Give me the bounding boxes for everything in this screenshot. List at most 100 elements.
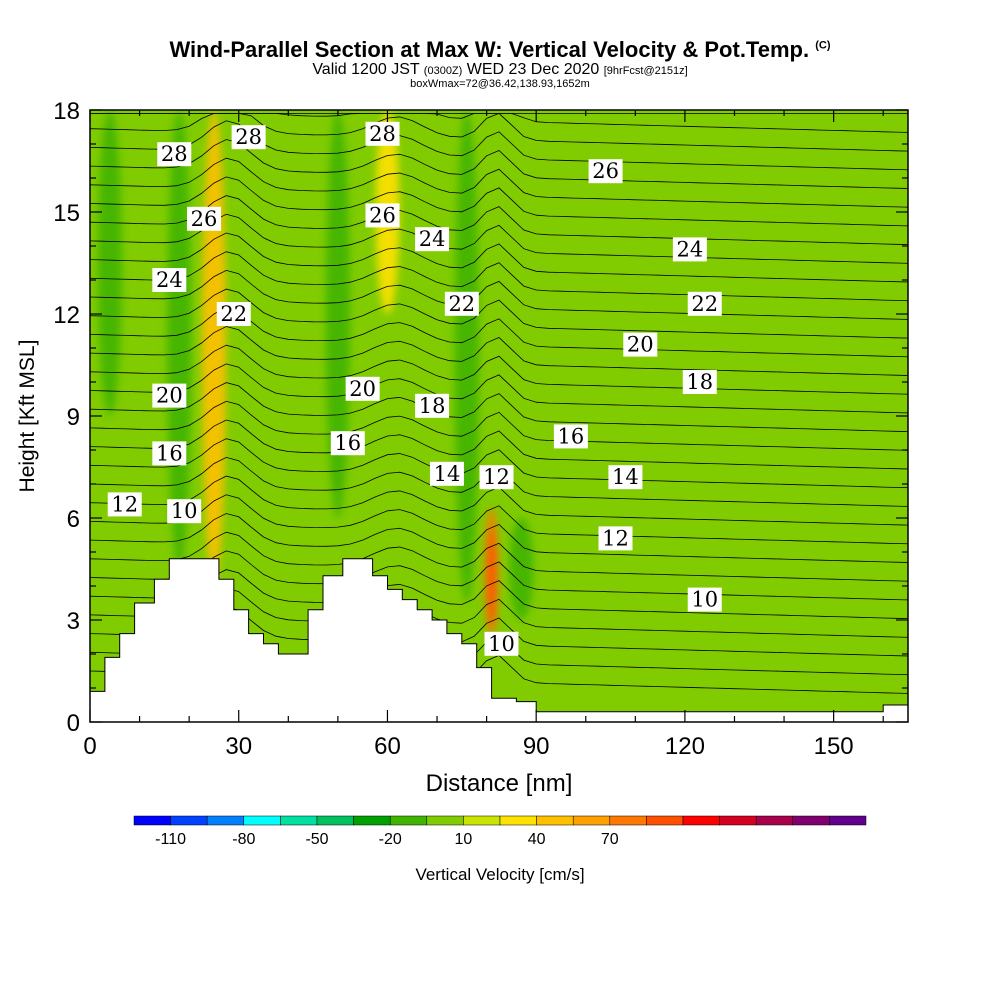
- contour-label-box: [429, 461, 464, 486]
- theta-contour: [90, 139, 908, 189]
- x-tick-label: 30: [225, 733, 252, 760]
- contour-label-box: [152, 268, 187, 292]
- velocity-core: [487, 528, 496, 629]
- y-tick-label: 9: [67, 404, 80, 431]
- theta-contour: [90, 176, 908, 227]
- colorbar-swatch: [755, 815, 794, 826]
- colorbar-swatch: [792, 815, 830, 826]
- colorbar-swatch: [133, 815, 171, 826]
- velocity-feature: [201, 110, 226, 586]
- box-wmax-line: boxWmax=72@36.42,138.93,1652m: [410, 78, 590, 90]
- contour-label: 16: [156, 441, 183, 465]
- contour-label-box: [107, 492, 142, 517]
- theta-contour: [90, 251, 908, 302]
- contour-label-box: [231, 125, 266, 150]
- theta-contour: [90, 494, 908, 545]
- colorbar-tick-label: 10: [455, 831, 473, 848]
- theta-contour: [90, 120, 908, 171]
- contour-label: 12: [483, 465, 510, 489]
- contour-label-box: [365, 203, 400, 228]
- colorbar-label: Vertical Velocity [cm/s]: [415, 865, 584, 884]
- theta-contour: [90, 438, 908, 489]
- contour-label-box: [415, 227, 450, 252]
- contour-label-box: [167, 499, 202, 524]
- contour-label: 14: [434, 462, 461, 486]
- colorbar-swatch: [572, 815, 611, 826]
- colorbar-swatch: [463, 815, 501, 826]
- colorbar-swatch: [719, 815, 757, 826]
- colorbar-swatch: [536, 815, 574, 826]
- contour-label-box: [415, 393, 450, 418]
- colorbar-swatch: [316, 815, 354, 826]
- colorbar-tick-label: -80: [232, 831, 255, 848]
- theta-contour: [90, 419, 908, 470]
- contour-label-box: [588, 159, 623, 184]
- colorbar-swatch: [499, 815, 537, 826]
- theta-contour: [90, 550, 908, 601]
- contour-label: 22: [691, 292, 718, 316]
- contour-label-box: [553, 424, 588, 449]
- chart-title: Wind-Parallel Section at Max W: Vertical…: [169, 37, 831, 62]
- contour-label-box: [682, 370, 717, 394]
- colorbar-swatch: [426, 815, 464, 826]
- colorbar-swatch: [646, 815, 684, 826]
- contour-label-box: [187, 206, 222, 231]
- contour-label: 28: [369, 122, 396, 146]
- contour-label: 14: [612, 465, 639, 489]
- contour-label: 24: [156, 268, 183, 292]
- theta-contour: [90, 400, 908, 451]
- colorbar-tick-label: 70: [601, 831, 619, 848]
- contour-label: 16: [558, 424, 585, 448]
- colorbar-tick-label: -20: [379, 831, 402, 848]
- theta-contours: [90, 112, 908, 694]
- velocity-feature: [454, 110, 479, 603]
- contour-label: 10: [488, 632, 515, 656]
- theta-contour: [90, 569, 908, 619]
- contour-label-box: [687, 291, 722, 316]
- x-tick-label: 150: [814, 733, 854, 760]
- contour-label: 10: [691, 588, 718, 612]
- colorbar-swatch: [170, 815, 208, 826]
- theta-contour: [90, 344, 908, 395]
- contour-label-box: [444, 291, 479, 316]
- contour-label-box: [479, 465, 514, 490]
- contour-label-box: [345, 376, 380, 401]
- colorbar-swatch: [243, 815, 281, 826]
- colorbar-swatch: [353, 815, 391, 826]
- theta-contour: [90, 213, 908, 264]
- x-tick-label: 60: [374, 733, 401, 760]
- contour-label-box: [152, 441, 187, 466]
- y-axis: 0 3 6 9 12 15 18: [53, 98, 908, 737]
- x-tick-label: 90: [523, 733, 550, 760]
- colorbar-swatch: [280, 815, 318, 826]
- contour-label-box: [608, 465, 643, 490]
- theta-contour: [90, 195, 908, 245]
- contour-label-box: [157, 142, 192, 167]
- contour-label-box: [484, 631, 519, 656]
- colorbar-swatch: [682, 815, 720, 826]
- contour-label: 26: [191, 207, 218, 231]
- theta-contour: [90, 269, 908, 320]
- x-tick-label: 120: [665, 733, 705, 760]
- colorbar-swatch: [389, 815, 428, 826]
- colorbar-swatch: [206, 815, 245, 826]
- theta-contour: [90, 363, 908, 414]
- contour-label-box: [152, 383, 187, 408]
- velocity-feature: [509, 518, 534, 620]
- contour-label: 12: [111, 492, 138, 516]
- theta-contour: [90, 326, 908, 376]
- theta-contour: [90, 288, 908, 339]
- contour-label: 24: [676, 237, 703, 261]
- colorbar-tick-label: -110: [155, 831, 186, 848]
- y-tick-label: 6: [67, 506, 80, 533]
- y-tick-label: 0: [67, 710, 80, 737]
- terrain: [90, 558, 908, 722]
- contour-label: 18: [686, 370, 713, 394]
- y-tick-label: 15: [53, 200, 80, 227]
- y-tick-label: 12: [53, 302, 80, 329]
- contour-label: 26: [369, 203, 396, 227]
- velocity-feature: [325, 110, 350, 518]
- colorbar-tick-label: -50: [305, 831, 328, 848]
- contour-label: 22: [220, 302, 247, 326]
